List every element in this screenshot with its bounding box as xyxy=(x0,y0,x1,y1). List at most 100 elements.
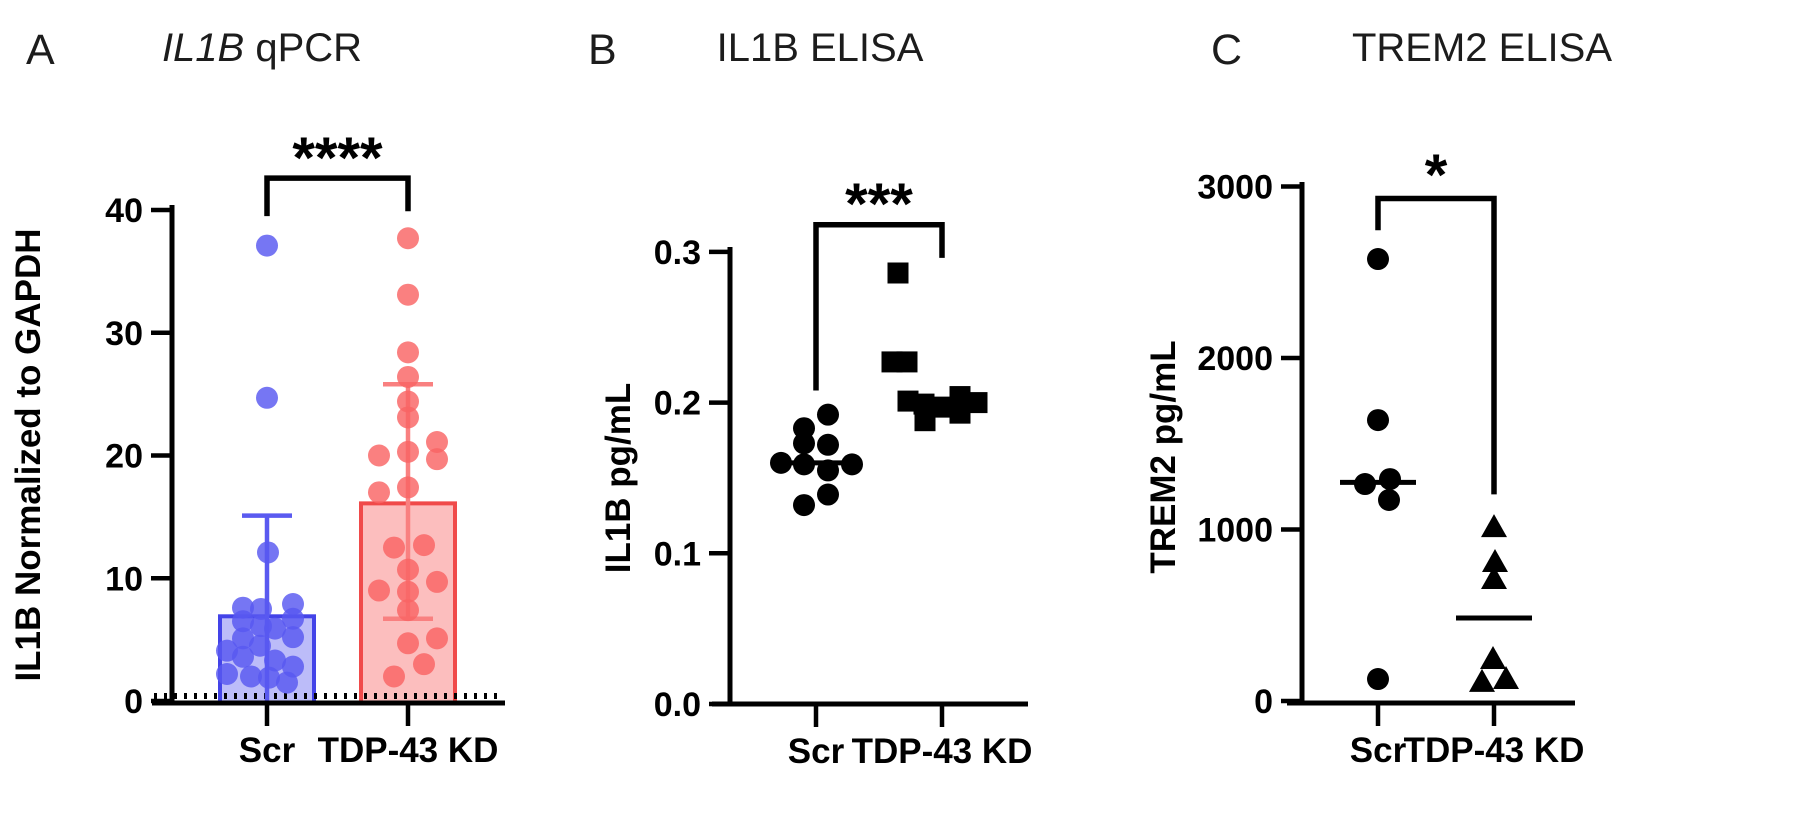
x-category-label: TDP-43 KD xyxy=(318,731,499,770)
data-point-circle xyxy=(1367,409,1389,432)
data-point-triangle xyxy=(1481,514,1507,538)
significance-bracket xyxy=(264,175,411,217)
data-point-circle xyxy=(397,341,419,364)
data-point-circle xyxy=(817,433,839,456)
data-point-circle xyxy=(257,541,279,564)
y-axis-tick-label: 10 xyxy=(105,560,143,598)
y-axis-tick-label: 3000 xyxy=(1197,169,1273,207)
panel-b-title: IL1B ELISA xyxy=(670,26,970,71)
x-category-label: TDP-43 KD xyxy=(852,732,1033,771)
panel-b-title-regular: IL1B ELISA xyxy=(716,26,924,70)
data-point-square xyxy=(887,262,909,284)
panel-a-title-regular: qPCR xyxy=(244,26,363,70)
data-point-circle xyxy=(793,494,815,517)
data-point-triangle xyxy=(1493,666,1519,690)
data-point-circle xyxy=(232,627,254,650)
data-point-circle xyxy=(426,430,448,453)
data-point-circle xyxy=(426,448,448,471)
y-axis-label: TREM2 pg/mL xyxy=(1144,340,1183,573)
panel-a-title-italic: IL1B xyxy=(161,26,245,70)
data-point-circle xyxy=(256,386,278,409)
data-point-circle xyxy=(397,599,419,622)
data-point-circle xyxy=(817,403,839,426)
data-point-circle xyxy=(1367,248,1389,271)
data-point-circle xyxy=(397,283,419,306)
x-category-label: TDP-43 KD xyxy=(1404,731,1585,770)
data-point-triangle xyxy=(1480,645,1506,669)
y-axis-tick-label: 1000 xyxy=(1197,512,1273,550)
data-point-circle xyxy=(240,665,262,688)
data-point-circle xyxy=(368,481,390,504)
data-point-circle xyxy=(383,536,405,559)
significance-label: *** xyxy=(845,172,913,237)
panel-c-title: TREM2 ELISA xyxy=(1327,26,1637,71)
data-point-circle xyxy=(264,649,286,672)
y-axis-tick-label: 0.0 xyxy=(654,686,701,724)
data-point-circle xyxy=(793,432,815,455)
data-point-circle xyxy=(282,607,304,630)
data-point-circle xyxy=(413,534,435,557)
x-category-label: Scr xyxy=(788,732,845,771)
y-axis-tick-label: 40 xyxy=(105,192,143,230)
data-point-circle xyxy=(426,627,448,650)
panel-a-title: IL1B qPCR xyxy=(112,26,412,71)
y-axis-tick-label: 0.1 xyxy=(654,535,701,573)
data-point-circle xyxy=(368,444,390,467)
significance-bracket xyxy=(813,222,945,391)
x-category-label: Scr xyxy=(239,731,296,770)
data-point-circle xyxy=(397,476,419,499)
data-point-circle xyxy=(397,406,419,429)
data-point-circle xyxy=(216,662,238,685)
data-point-circle xyxy=(264,617,286,640)
y-axis-tick-label: 0 xyxy=(1254,683,1273,721)
data-point-circle xyxy=(397,632,419,655)
data-point-square xyxy=(896,351,918,373)
significance-label: * xyxy=(1425,143,1448,208)
panel-b-letter: B xyxy=(588,26,618,74)
data-point-circle xyxy=(383,665,405,688)
data-point-triangle xyxy=(1469,668,1495,692)
data-point-circle xyxy=(426,570,448,593)
data-point-circle xyxy=(250,597,272,620)
data-point-circle xyxy=(397,558,419,581)
panel-a-letter: A xyxy=(26,26,56,74)
data-point-circle xyxy=(817,483,839,506)
data-point-triangle xyxy=(1481,566,1507,590)
data-point-square xyxy=(949,402,971,424)
panel-c-title-regular: TREM2 ELISA xyxy=(1351,26,1613,70)
data-point-circle xyxy=(397,390,419,413)
data-point-circle xyxy=(397,365,419,388)
data-point-triangle xyxy=(1482,549,1508,573)
data-point-circle xyxy=(232,645,254,668)
y-axis-label: IL1B Normalized to GAPDH xyxy=(9,228,48,681)
data-point-circle xyxy=(1378,489,1400,512)
y-axis-tick-label: 30 xyxy=(105,315,143,353)
y-axis-tick-label: 2000 xyxy=(1197,340,1273,378)
y-axis-tick-label: 20 xyxy=(105,438,143,476)
x-category-label: Scr xyxy=(1350,731,1407,770)
data-point-circle xyxy=(793,417,815,440)
data-point-square xyxy=(914,410,936,432)
data-point-circle xyxy=(397,580,419,603)
y-axis-tick-label: 0.2 xyxy=(654,385,701,423)
data-point-circle xyxy=(1367,668,1389,691)
data-point-circle xyxy=(258,666,280,689)
data-point-circle xyxy=(397,440,419,463)
data-point-circle xyxy=(276,671,298,694)
significance-label: **** xyxy=(292,126,383,191)
data-point-circle xyxy=(368,579,390,602)
data-point-circle xyxy=(282,626,304,649)
data-point-circle xyxy=(1379,468,1401,491)
data-point-circle xyxy=(413,653,435,676)
data-point-circle xyxy=(256,234,278,257)
significance-bracket xyxy=(1375,195,1497,495)
data-point-circle xyxy=(232,610,254,633)
data-point-circle xyxy=(249,634,271,657)
y-axis-label: IL1B pg/mL xyxy=(599,383,638,574)
data-point-circle xyxy=(397,227,419,250)
y-axis-tick-label: 0.3 xyxy=(654,234,701,272)
y-axis-tick-label: 0 xyxy=(124,683,143,721)
panel-c-letter: C xyxy=(1211,26,1244,74)
